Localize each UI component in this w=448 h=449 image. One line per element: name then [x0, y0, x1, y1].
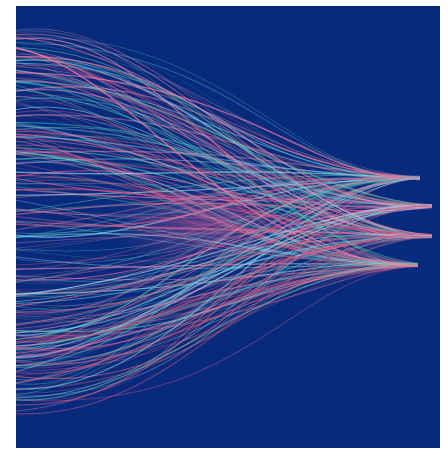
strand — [16, 31, 421, 180]
strand — [16, 206, 433, 397]
strand — [16, 256, 419, 269]
strand — [16, 47, 433, 238]
strand — [16, 235, 433, 401]
strand — [16, 82, 433, 208]
strand — [16, 48, 433, 208]
strand — [16, 177, 421, 390]
strand — [16, 204, 433, 365]
strand — [16, 204, 433, 355]
strand — [16, 265, 419, 343]
strand — [16, 80, 421, 178]
strand — [16, 263, 419, 366]
strand — [16, 106, 433, 208]
strand — [16, 56, 433, 208]
strand — [16, 72, 433, 207]
strand — [16, 265, 419, 358]
strand — [16, 33, 433, 236]
strand — [16, 72, 421, 179]
strand — [16, 150, 421, 179]
strand — [16, 236, 433, 364]
strand — [16, 135, 433, 206]
glow — [110, 185, 290, 265]
strand — [16, 128, 433, 208]
strand — [16, 236, 433, 326]
strand — [16, 264, 419, 352]
strand — [16, 101, 433, 206]
strand — [16, 263, 419, 351]
strand — [16, 35, 421, 179]
strand — [16, 235, 433, 391]
strand — [16, 265, 419, 326]
strands — [16, 28, 433, 415]
strand — [16, 37, 421, 178]
strand — [16, 264, 419, 319]
strand — [16, 70, 433, 209]
strand — [16, 42, 421, 180]
strand — [16, 126, 433, 238]
strand — [16, 114, 433, 236]
strand — [16, 30, 419, 267]
strand — [16, 264, 419, 323]
strand — [16, 136, 421, 181]
strand — [16, 204, 433, 374]
strand — [16, 84, 433, 238]
strand — [16, 265, 419, 350]
strand — [16, 264, 419, 350]
strand — [16, 62, 421, 179]
strand — [16, 175, 421, 367]
strand — [16, 205, 433, 372]
strand — [16, 59, 419, 267]
strand — [16, 47, 433, 207]
strand — [16, 78, 433, 208]
strand — [16, 177, 421, 362]
strand — [16, 233, 433, 415]
strand — [16, 236, 433, 339]
strand — [16, 88, 419, 265]
strand — [16, 235, 433, 336]
strand — [16, 136, 433, 237]
strand — [16, 264, 419, 402]
strand — [16, 67, 419, 266]
strand — [16, 89, 433, 239]
strand — [16, 263, 419, 270]
strand — [16, 123, 433, 208]
strand — [16, 95, 421, 179]
strand — [16, 236, 433, 354]
strand — [16, 262, 419, 401]
strand — [16, 234, 433, 390]
strand — [16, 37, 433, 237]
